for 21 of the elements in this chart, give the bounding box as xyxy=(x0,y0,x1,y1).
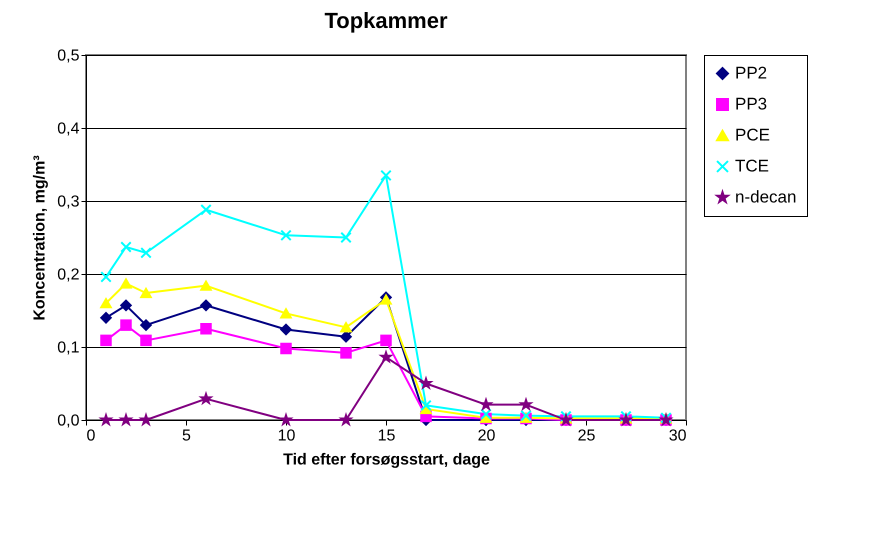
x-tick-label: 30 xyxy=(668,428,687,444)
y-tick-label: 0,0 xyxy=(57,412,80,430)
legend-label: n-decan xyxy=(735,188,796,206)
y-tick-label: 0,3 xyxy=(57,194,80,210)
chart-title: Topkammer xyxy=(324,8,448,33)
y-tick-label: 0,1 xyxy=(57,340,80,356)
x-tick-label: 15 xyxy=(378,428,396,444)
legend-label: PCE xyxy=(735,126,770,144)
y-tick-label: 0,2 xyxy=(57,266,80,284)
legend-label: TCE xyxy=(735,156,769,176)
y-axis-title: Koncentration, mg/m³ xyxy=(31,155,48,321)
x-tick-label: 10 xyxy=(278,428,296,444)
x-tick-label: 0 xyxy=(86,428,96,444)
legend-label: PP3 xyxy=(735,94,768,114)
x-tick-label: 25 xyxy=(578,428,596,444)
x-tick-label: 20 xyxy=(478,428,496,444)
x-axis-title: Tid efter forsøgsstart, dage xyxy=(283,452,490,468)
legend-label: PP2 xyxy=(735,64,768,82)
y-tick-label: 0,5 xyxy=(57,48,80,64)
y-tick-label: 0,4 xyxy=(57,120,80,138)
x-tick-label: 5 xyxy=(182,428,192,444)
